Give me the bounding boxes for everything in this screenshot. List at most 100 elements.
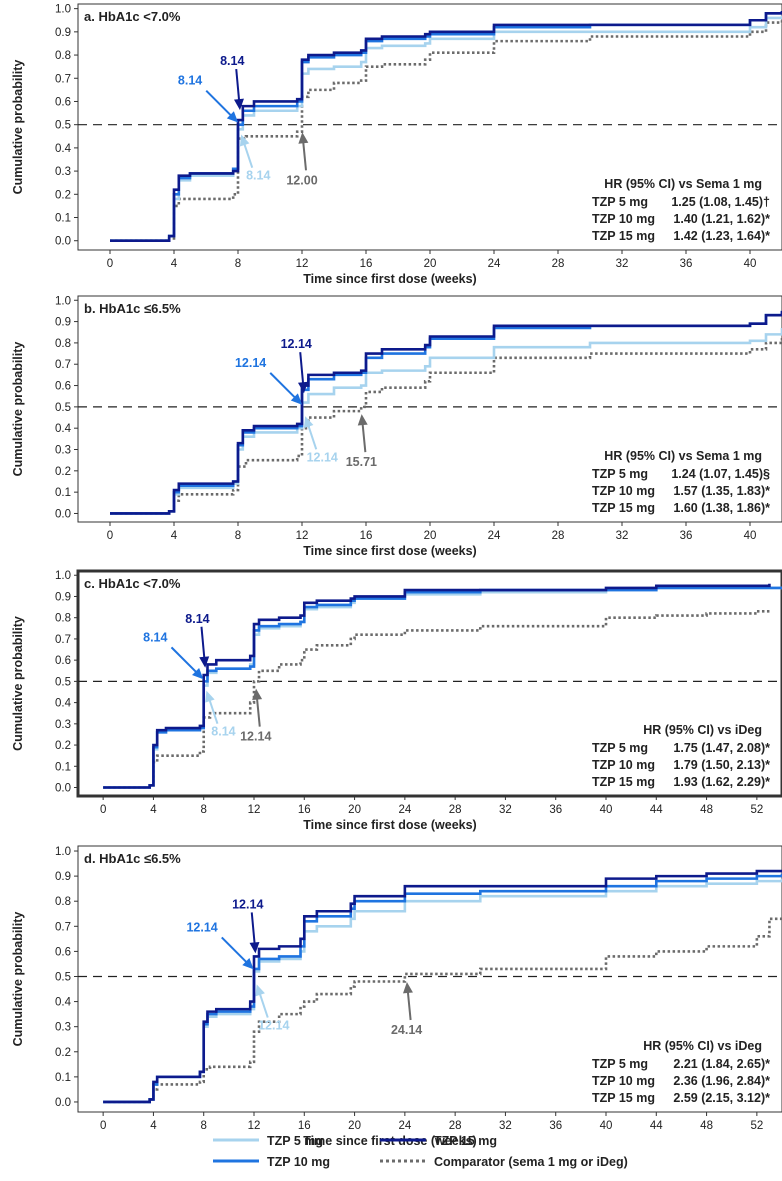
annotation-arrow xyxy=(242,141,254,168)
annotation-arrow xyxy=(200,626,206,660)
y-tick-label: 0.6 xyxy=(55,381,71,393)
y-tick-label: 0.3 xyxy=(55,1022,71,1034)
x-tick-label: 0 xyxy=(107,530,113,542)
annotation-label: 8.14 xyxy=(178,74,202,88)
x-tick-label: 16 xyxy=(360,258,373,270)
x-tick-label: 48 xyxy=(700,804,713,816)
annotation-label: 12.14 xyxy=(235,356,266,370)
annotation-arrow xyxy=(208,697,219,725)
hr-table-header: HR (95% CI) vs Sema 1 mg xyxy=(604,449,762,463)
x-tick-label: 28 xyxy=(552,258,565,270)
panels: 0.00.10.20.30.40.50.60.70.80.91.00 4 8 12 16… xyxy=(11,3,782,1148)
annotation-label: 8.14 xyxy=(143,630,167,644)
y-tick-label: 0.3 xyxy=(55,719,71,731)
annotation-label: 12.00 xyxy=(286,173,317,187)
x-tick-label: 4 xyxy=(150,804,157,816)
series-comparator xyxy=(103,917,782,1104)
hr-table-value: 1.40 (1.21, 1.62)* xyxy=(673,212,770,226)
annotation-arrowhead xyxy=(192,667,204,680)
x-tick-label: 52 xyxy=(750,1120,763,1132)
y-tick-label: 0.6 xyxy=(55,655,71,667)
y-tick-label: 0.1 xyxy=(55,761,71,773)
panel-d: 0.00.10.20.30.40.50.60.70.80.91.00 4 8 12 16… xyxy=(11,845,782,1148)
x-tick-label: 36 xyxy=(680,258,693,270)
x-tick-label: 12 xyxy=(296,530,309,542)
x-tick-label: 8 xyxy=(201,1120,207,1132)
annotation-arrowhead xyxy=(205,690,215,703)
annotation-arrowhead xyxy=(255,984,265,997)
series-tzp15 xyxy=(103,583,771,789)
y-tick-label: 0.9 xyxy=(55,27,71,39)
annotation-arrowhead xyxy=(297,381,308,394)
x-tick-label: 0 xyxy=(107,258,113,270)
x-tick-label: 20 xyxy=(348,1120,361,1132)
x-tick-label: 16 xyxy=(360,530,373,542)
series-tzp10 xyxy=(110,310,782,515)
annotation-arrow xyxy=(221,936,249,965)
hr-table-value: 1.60 (1.38, 1.86)* xyxy=(673,501,770,515)
x-tick-label: 24 xyxy=(488,530,501,542)
annotation-arrow xyxy=(306,423,318,450)
legend-label-tzp10: TZP 10 mg xyxy=(267,1155,330,1169)
legend: TZP 5 mg TZP 15 mg TZP 10 mg Comparator (se… xyxy=(213,1134,628,1169)
x-axis-label: Time since first dose (weeks) xyxy=(303,818,476,832)
legend-label-tzp15: TZP 15 mg xyxy=(434,1134,497,1148)
y-tick-label: 0.3 xyxy=(55,166,71,178)
y-tick-label: 0.9 xyxy=(55,317,71,329)
y-tick-label: 0.7 xyxy=(55,634,71,646)
y-axis-label: Cumulative probability xyxy=(11,60,25,195)
y-tick-label: 0.1 xyxy=(55,213,71,225)
x-tick-label: 20 xyxy=(424,258,437,270)
x-tick-label: 32 xyxy=(616,530,629,542)
annotation-arrowhead xyxy=(239,134,250,147)
x-tick-label: 44 xyxy=(650,804,663,816)
hr-table-value: 2.36 (1.96, 2.84)* xyxy=(673,1074,770,1088)
annotation-arrowhead xyxy=(252,688,263,701)
y-tick-label: 0.4 xyxy=(55,143,72,155)
annotation-arrow xyxy=(269,372,298,400)
annotation-label: 8.14 xyxy=(246,169,270,183)
annotation-arrow xyxy=(406,989,412,1021)
legend-label-comparator: Comparator (sema 1 mg or iDeg) xyxy=(434,1155,628,1169)
y-tick-label: 0.4 xyxy=(55,997,72,1009)
x-tick-label: 16 xyxy=(298,1120,311,1132)
x-tick-label: 40 xyxy=(744,530,757,542)
annotation-arrowhead xyxy=(233,98,244,111)
annotation-label: 12.14 xyxy=(258,1019,289,1033)
y-tick-label: 0.6 xyxy=(55,96,71,108)
x-tick-label: 32 xyxy=(499,1120,512,1132)
series-comparator xyxy=(103,610,770,789)
x-tick-label: 20 xyxy=(348,804,361,816)
panel-title: b. HbA1c ≤6.5% xyxy=(84,301,181,316)
x-tick-label: 4 xyxy=(150,1120,157,1132)
y-tick-label: 0.5 xyxy=(55,971,71,983)
y-tick-label: 0.0 xyxy=(55,236,71,248)
annotation-arrowhead xyxy=(303,416,314,429)
annotation-label: 12.14 xyxy=(232,897,263,911)
y-tick-label: 0.9 xyxy=(55,871,71,883)
y-tick-label: 0.8 xyxy=(55,896,71,908)
y-tick-label: 0.2 xyxy=(55,189,71,201)
annotation-arrow xyxy=(302,140,307,171)
annotation-arrow xyxy=(170,646,199,675)
x-axis-label: Time since first dose (weeks) xyxy=(303,272,476,286)
hr-table-value: 2.21 (1.84, 2.65)* xyxy=(673,1057,770,1071)
x-tick-label: 48 xyxy=(700,1120,713,1132)
y-tick-label: 0.2 xyxy=(55,466,71,478)
y-tick-label: 1.0 xyxy=(55,4,71,16)
x-tick-label: 12 xyxy=(248,1120,261,1132)
y-tick-label: 1.0 xyxy=(55,295,71,307)
annotation-arrow xyxy=(235,68,241,103)
y-tick-label: 0.3 xyxy=(55,445,71,457)
y-tick-label: 0.0 xyxy=(55,508,71,520)
hr-table-arm: TZP 10 mg xyxy=(592,212,655,226)
hr-table-value: 1.93 (1.62, 2.29)* xyxy=(673,775,770,789)
series-tzp10 xyxy=(103,586,782,789)
annotation-arrowhead xyxy=(298,132,309,144)
series-comparator xyxy=(110,336,782,515)
series-tzp5 xyxy=(110,327,782,515)
x-tick-label: 36 xyxy=(549,804,562,816)
panel-title: d. HbA1c ≤6.5% xyxy=(84,851,181,866)
x-tick-label: 8 xyxy=(235,530,241,542)
y-tick-label: 0.0 xyxy=(55,1097,71,1109)
